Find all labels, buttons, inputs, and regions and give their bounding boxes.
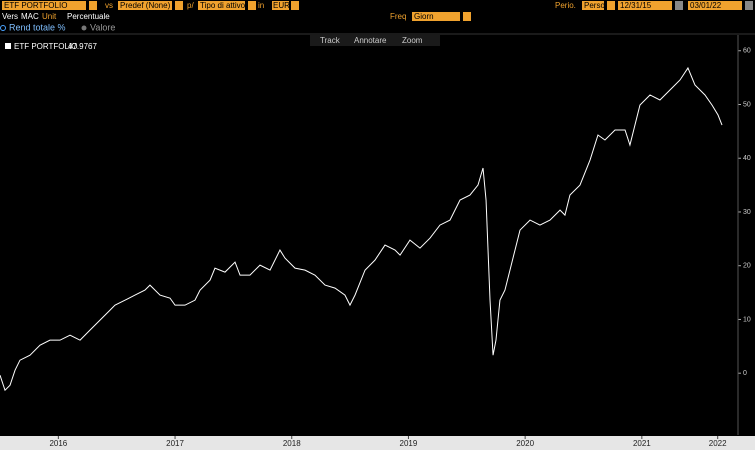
calendar-button[interactable] — [745, 1, 753, 10]
label: Unit — [42, 12, 57, 21]
benchmark-field[interactable]: Predef (None) — [118, 1, 172, 10]
x-tick-label: 2016 — [49, 439, 67, 448]
dropdown-arrow[interactable] — [175, 1, 183, 10]
label: vs — [105, 1, 113, 10]
radio-label[interactable]: Rend totale % — [9, 22, 66, 32]
label: Perio. — [555, 1, 576, 10]
currency-field[interactable]: EUR — [272, 1, 290, 10]
y-tick-label: 30 — [743, 209, 751, 216]
x-tick-label: 2017 — [166, 439, 184, 448]
label: MAC — [21, 12, 39, 21]
legend-label: ETF PORTFOLIO — [14, 42, 77, 51]
x-tick-label: 2022 — [709, 439, 727, 448]
field-text: Tipo di attivo — [200, 1, 246, 10]
security-field[interactable]: ETF PORTFOLIO — [2, 1, 86, 10]
dropdown-arrow[interactable] — [248, 1, 256, 10]
end-date-field[interactable]: 03/01/22 — [688, 1, 742, 10]
chart-toolbar — [310, 35, 440, 46]
y-tick-label: 40 — [743, 155, 751, 162]
dropdown-arrow[interactable] — [463, 12, 471, 21]
dropdown-arrow[interactable] — [89, 1, 97, 10]
start-date-field[interactable]: 12/31/15 — [618, 1, 672, 10]
label: Freq — [390, 12, 406, 21]
calendar-button[interactable] — [675, 1, 683, 10]
x-tick-label: 2018 — [283, 439, 301, 448]
label: in — [258, 1, 264, 10]
field-text: EUR — [273, 1, 290, 10]
asset-type-field[interactable]: Tipo di attivo — [198, 1, 246, 10]
field-text: Perso — [584, 1, 605, 10]
field-text: 03/01/22 — [690, 1, 722, 10]
y-tick-label: 0 — [743, 370, 747, 377]
x-tick-label: 2019 — [400, 439, 418, 448]
field-text: Giorn — [414, 12, 434, 21]
y-tick-label: 20 — [743, 263, 751, 270]
tool-button[interactable]: Zoom — [402, 36, 423, 45]
series-line — [0, 66, 723, 392]
radio-label[interactable]: Valore — [90, 22, 115, 32]
y-tick-label: 50 — [743, 101, 751, 108]
dropdown-arrow[interactable] — [291, 1, 299, 10]
field-text: ETF PORTFOLIO — [4, 1, 67, 10]
radio-selected[interactable] — [0, 25, 6, 31]
tool-button[interactable]: Track — [320, 36, 341, 45]
period-field[interactable]: Perso — [582, 1, 605, 10]
y-tick-label: 10 — [743, 316, 751, 323]
legend-swatch — [5, 43, 11, 49]
dropdown-arrow[interactable] — [607, 1, 615, 10]
x-tick-label: 2020 — [516, 439, 534, 448]
label: p/ — [187, 1, 194, 10]
tool-button[interactable]: Annotare — [354, 36, 387, 45]
x-axis-band — [0, 436, 755, 450]
field-text: 12/31/15 — [620, 1, 652, 10]
field-text: Predef (None) — [120, 1, 171, 10]
freq-field[interactable]: Giorn — [412, 12, 460, 21]
x-tick-label: 2021 — [633, 439, 651, 448]
radio[interactable] — [81, 25, 87, 31]
unit-value[interactable]: Percentuale — [67, 12, 110, 21]
label: Vers — [2, 12, 18, 21]
y-tick-label: 60 — [743, 48, 751, 55]
legend-value: 47.9767 — [68, 42, 97, 51]
